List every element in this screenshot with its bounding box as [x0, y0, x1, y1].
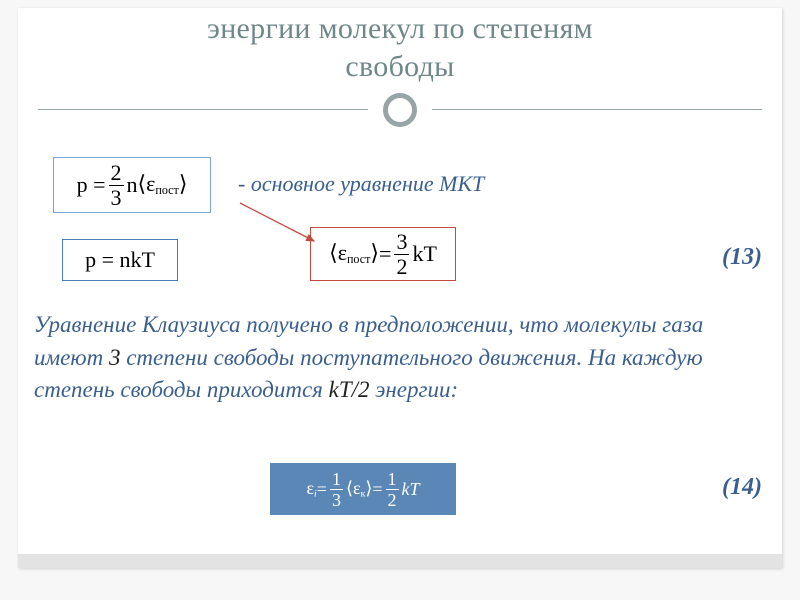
divider-line-right: [432, 109, 762, 110]
caption-mkt: - основное уравнение МКТ: [238, 171, 484, 197]
eq4-epsilon-k: ε: [353, 478, 361, 498]
eq1-frac-den: 3: [109, 185, 124, 209]
equation-mean-energy: ⟨εпост⟩ = 3 2 kT: [310, 227, 456, 281]
caption-dash: -: [238, 171, 251, 196]
eq4-epsilon: ε: [306, 478, 314, 498]
eq4-fraction-1: 1 3: [330, 470, 343, 509]
eq3-frac-den: 2: [394, 254, 409, 278]
equation-energy-per-dof: εi = 1 3 ⟨εк⟩ = 1 2 kT: [270, 463, 456, 515]
divider-line-left: [38, 109, 368, 110]
eq1-lhs: p =: [77, 172, 106, 198]
equation-pressure-mkt: p = 2 3 n ⟨εпост⟩: [53, 157, 211, 213]
eq4-f1-num: 1: [330, 470, 343, 489]
eq3-fraction: 3 2: [394, 231, 409, 278]
para-run-1: 3: [109, 345, 121, 370]
equation-number-14: (14): [722, 474, 762, 501]
eq4-sub-k: к: [361, 489, 366, 500]
para-run-4: 2: [358, 377, 370, 402]
eq3-sub: пост: [347, 253, 370, 267]
para-run-5: энергии:: [370, 377, 459, 402]
caption-text: основное уравнение МКТ: [251, 171, 484, 196]
eq4-fraction-2: 1 2: [386, 470, 399, 509]
eq4-f1-den: 3: [330, 489, 343, 509]
eq1-n: n: [127, 172, 138, 198]
footer-bar: [18, 554, 782, 568]
title-line-2: свободы: [18, 48, 782, 86]
eq3-frac-num: 3: [394, 231, 409, 254]
eq4-lhs: εi: [306, 478, 316, 499]
slide: энергии молекул по степеням свободы p = …: [18, 8, 782, 568]
para-run-3: kT/: [329, 377, 358, 402]
eq4-eq1: =: [317, 479, 327, 500]
title-divider: [18, 93, 782, 129]
eq4-eq2: =: [372, 479, 382, 500]
eq4-angle: ⟨εк⟩: [346, 478, 372, 499]
explanation-paragraph: Уравнение Клаузиуса получено в предполож…: [34, 309, 764, 407]
divider-ring-icon: [383, 93, 417, 127]
eq1-epsilon: ε: [146, 171, 155, 196]
eq3-eq: =: [379, 241, 391, 267]
eq4-f2-den: 2: [386, 489, 399, 509]
title-line-1: энергии молекул по степеням: [18, 10, 782, 48]
eq1-sub: пост: [155, 184, 178, 198]
eq3-angle: ⟨εпост⟩: [329, 240, 379, 267]
eq1-frac-num: 2: [109, 162, 124, 185]
eq4-rhs: kT: [402, 479, 420, 500]
eq2-text: p = nkT: [85, 247, 155, 273]
equation-ideal-gas: p = nkT: [62, 239, 178, 281]
eq1-angle: ⟨εпост⟩: [138, 171, 188, 198]
eq4-f2-num: 1: [386, 470, 399, 489]
eq3-rhs: kT: [412, 241, 436, 267]
eq3-epsilon: ε: [338, 240, 347, 265]
slide-title: энергии молекул по степеням свободы: [18, 8, 782, 85]
equation-number-13: (13): [722, 244, 762, 271]
eq1-fraction: 2 3: [109, 162, 124, 209]
